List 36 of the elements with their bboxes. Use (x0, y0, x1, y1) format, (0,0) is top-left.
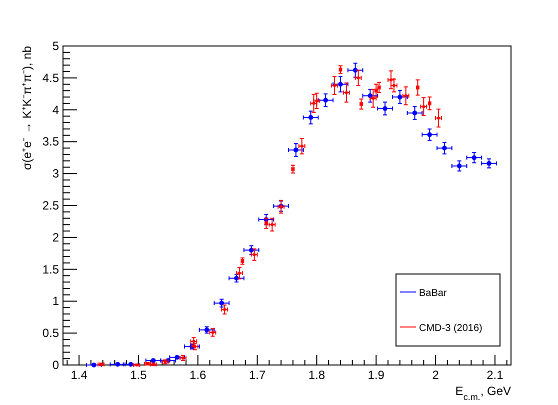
x-tick-label: 1.6 (190, 368, 207, 382)
y-tick-label: 4.5 (42, 70, 60, 85)
point (294, 148, 298, 152)
point (486, 160, 492, 166)
y-tick-label: 2 (52, 230, 60, 244)
y-tick-label: 1.5 (42, 262, 60, 276)
y-tick-label: 5 (52, 39, 60, 53)
point (338, 82, 343, 87)
y-tick-label: 3 (52, 166, 60, 181)
point (248, 248, 254, 253)
y-tick-label: 0 (52, 358, 60, 372)
x-tick-label: 1.9 (368, 368, 385, 382)
point (397, 94, 402, 100)
y-tick-label: 4 (52, 102, 60, 117)
legend-label: BaBar (419, 288, 448, 299)
point (308, 115, 314, 120)
x-axis-title: E$_{c.m.}$, GeV (455, 384, 511, 402)
point (442, 146, 447, 150)
y-axis-title: σ(e⁺e⁻ → K⁺K⁻π⁺π⁻), nb (20, 46, 34, 170)
point (323, 98, 328, 103)
x-tick-label: 1.5 (130, 368, 148, 382)
x-tick-label: 1.4 (70, 368, 88, 382)
y-tick-label: 1 (52, 294, 60, 308)
y-tick-label: 3.5 (42, 134, 60, 149)
point (382, 106, 388, 111)
legend-label: CMD-3 (2016) (419, 323, 482, 334)
point (456, 164, 462, 168)
point (412, 110, 418, 116)
x-tick-label: 1.7 (248, 368, 266, 382)
point (472, 155, 477, 160)
x-tick-label: 2.1 (486, 368, 504, 382)
x-tick-label: 2 (432, 368, 440, 382)
y-tick-label: 2.5 (42, 198, 60, 212)
x-tick-label: 1.8 (308, 368, 326, 382)
y-tick-label: 0.5 (42, 326, 60, 340)
point (427, 132, 432, 138)
